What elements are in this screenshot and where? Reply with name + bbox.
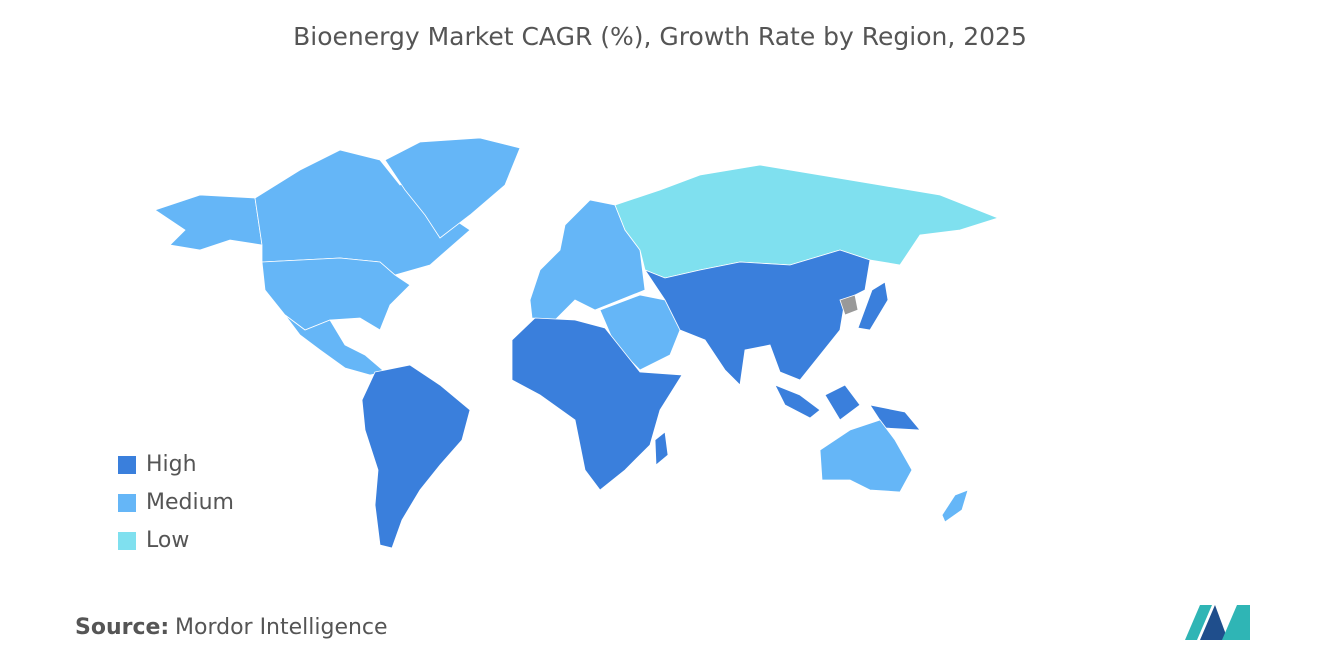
region-new-zealand [941,489,969,523]
legend-label: Low [146,528,189,553]
region-asia [643,249,871,386]
world-map [154,137,1000,549]
region-greenland [384,137,521,239]
legend-label: High [146,452,197,477]
logo [1185,605,1250,640]
chart-title: Bioenergy Market CAGR (%), Growth Rate b… [293,22,1027,51]
region-south-america [361,364,471,549]
region-japan [857,281,889,331]
legend-label: Medium [146,490,234,515]
region-southeast-asia [774,384,921,431]
region-australia [819,419,913,493]
region-africa [511,317,683,491]
legend-swatch [118,494,136,512]
region-alaska [154,194,263,251]
region-north-korea [839,294,859,316]
region-usa [261,257,411,331]
source-text: Mordor Intelligence [175,615,388,640]
legend-swatch [118,532,136,550]
legend: High Medium Low [118,452,234,553]
region-madagascar [654,431,669,466]
legend-swatch [118,456,136,474]
source-label: Source: [75,615,169,640]
